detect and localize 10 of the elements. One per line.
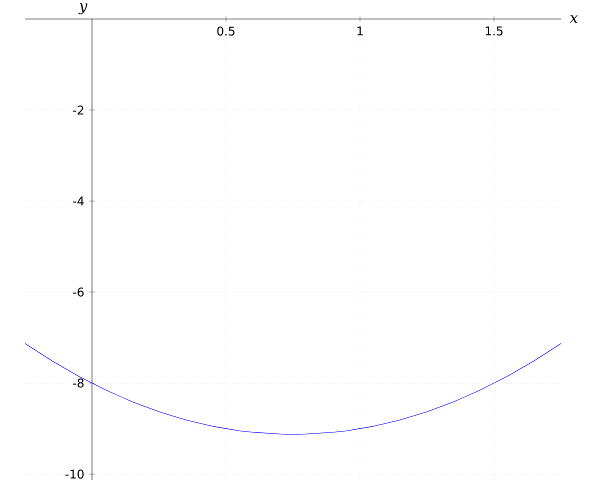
y-tick-label: -4 xyxy=(73,196,84,206)
x-axis-title: x xyxy=(570,15,578,23)
y-tick-label: -10 xyxy=(65,470,84,479)
y-tick-label: -2 xyxy=(73,106,84,114)
x-tick-label: 1.5 xyxy=(486,26,502,36)
y-axis-title: y xyxy=(78,3,88,14)
y-tick-label: -6 xyxy=(73,288,84,297)
y-tick-label: -8 xyxy=(73,378,84,388)
x-tick-label: 1 xyxy=(358,26,363,36)
x-tick-label: 0.5 xyxy=(217,26,234,36)
